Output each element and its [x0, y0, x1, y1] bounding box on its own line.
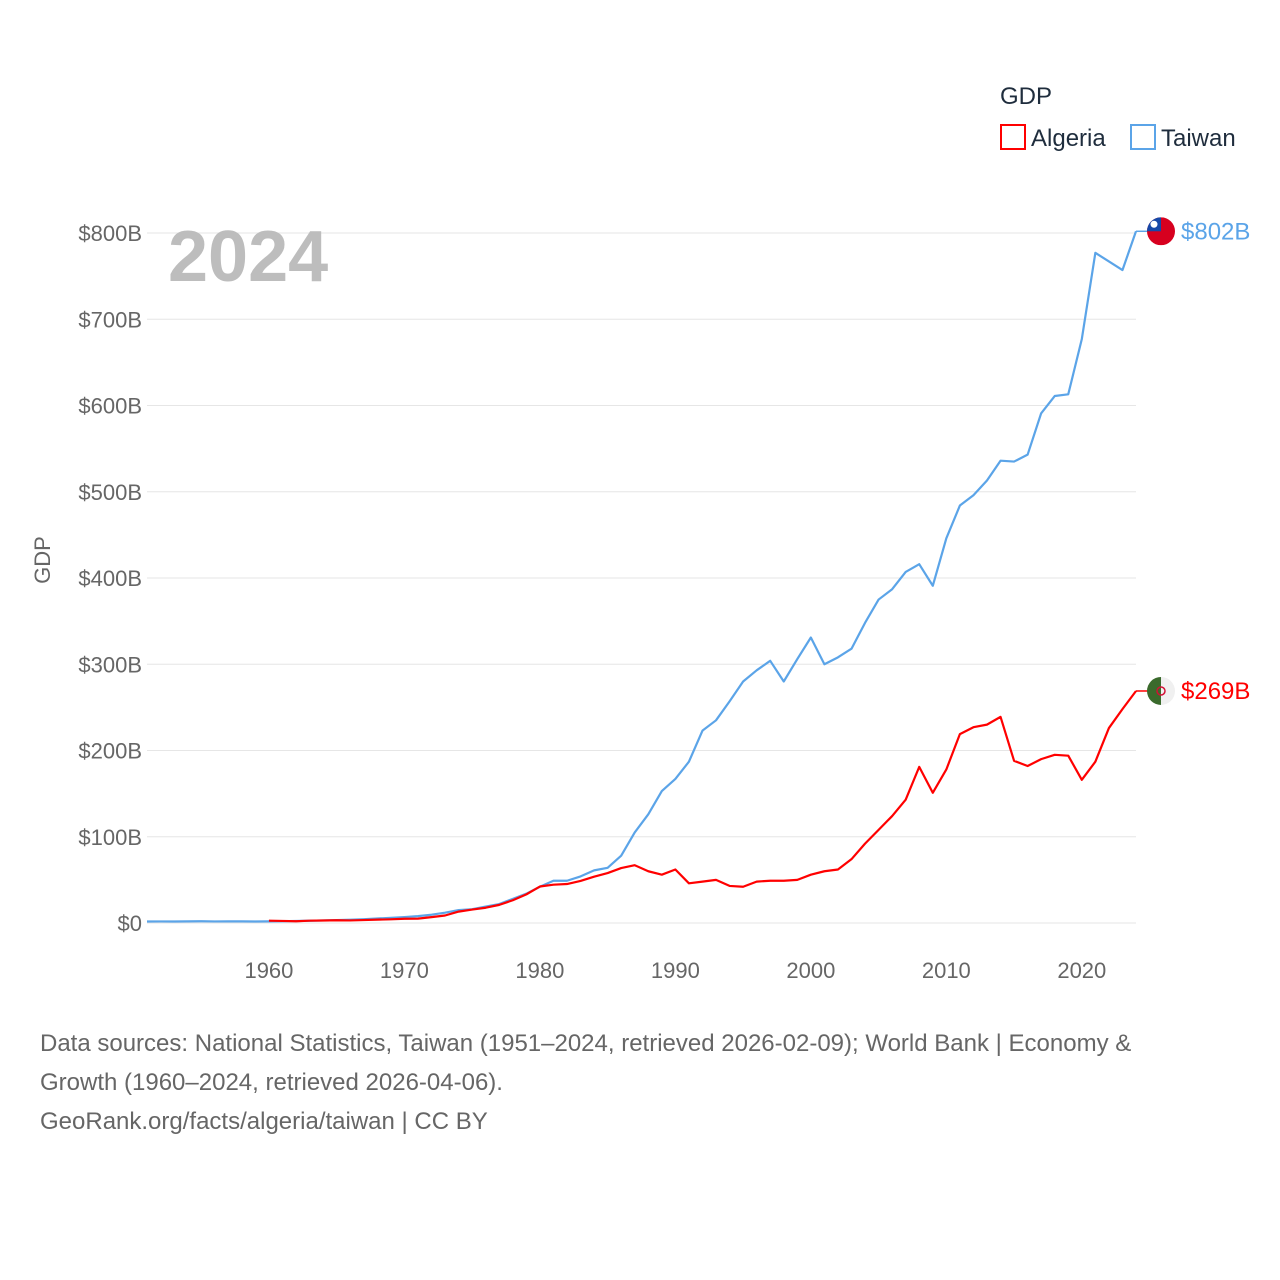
- y-tick-label: $600B: [78, 394, 142, 419]
- series-line-taiwan[interactable]: [146, 230, 1138, 923]
- y-tick-label: $300B: [78, 652, 142, 677]
- source-link[interactable]: GeoRank.org/facts/algeria/taiwan | CC BY: [40, 1108, 488, 1135]
- y-tick-label: $400B: [78, 566, 142, 591]
- source-line-1: Data sources: National Statistics, Taiwa…: [40, 1030, 1132, 1057]
- legend-swatch-algeria[interactable]: [1000, 124, 1026, 150]
- x-tick-label: 1960: [244, 958, 293, 983]
- legend-label-algeria[interactable]: Algeria: [1031, 125, 1106, 152]
- algeria-flag-icon: [1147, 676, 1175, 705]
- year-label: 2024: [168, 217, 328, 297]
- end-value-label-algeria: $269B: [1181, 678, 1250, 705]
- legend: GDP Algeria Taiwan: [1000, 83, 1236, 152]
- taiwan-flag-icon: [1147, 217, 1175, 246]
- x-tick-label: 1970: [380, 958, 429, 983]
- x-tick-label: 1990: [651, 958, 700, 983]
- y-tick-label: $700B: [78, 307, 142, 332]
- legend-label-taiwan[interactable]: Taiwan: [1161, 125, 1236, 152]
- y-tick-label: $200B: [78, 739, 142, 764]
- y-tick-label: $500B: [78, 480, 142, 505]
- legend-swatch-taiwan[interactable]: [1130, 124, 1156, 150]
- y-tick-label: $100B: [78, 825, 142, 850]
- x-tick-label: 1980: [515, 958, 564, 983]
- y-axis-label: GDP: [30, 536, 55, 584]
- y-tick-label: $800B: [78, 221, 142, 246]
- x-tick-label: 2000: [786, 958, 835, 983]
- x-tick-label: 2020: [1057, 958, 1106, 983]
- x-tick-label: 2010: [922, 958, 971, 983]
- y-tick-label: $0: [118, 911, 142, 936]
- end-value-label-taiwan: $802B: [1181, 218, 1250, 245]
- source-note: Data sources: National Statistics, Taiwa…: [40, 1024, 1240, 1141]
- source-line-2: Growth (1960–2024, retrieved 2026-04-06)…: [40, 1069, 503, 1096]
- series-line-algeria[interactable]: [268, 690, 1137, 923]
- legend-title: GDP: [1000, 83, 1052, 110]
